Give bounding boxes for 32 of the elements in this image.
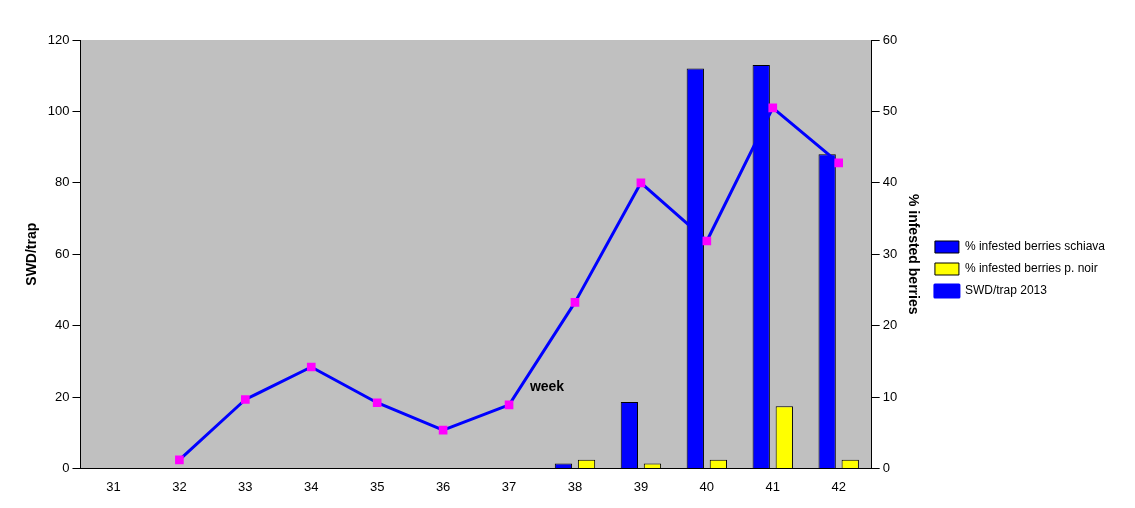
y2-tick-label: 60 [882, 31, 898, 47]
x-tick-label: 39 [633, 478, 649, 494]
y-tick-label: 120 [47, 31, 70, 47]
y-tick-label: 60 [55, 245, 70, 261]
legend-label: % infested berries p. noir [964, 261, 1098, 276]
x-tick-label: 35 [369, 478, 385, 494]
y2-axis-title: % infested berries [905, 193, 922, 315]
x-tick-label: 41 [765, 478, 781, 494]
y-tick-label: 40 [55, 317, 70, 333]
x-tick-label: 40 [699, 478, 715, 494]
y-tick-label: 0 [62, 459, 70, 475]
y2-tick-label: 30 [882, 245, 898, 261]
x-tick-label: 42 [831, 478, 846, 494]
y2-tick-label: 50 [882, 102, 898, 118]
y-tick-label: 80 [55, 174, 70, 190]
y2-tick-label: 0 [882, 459, 890, 475]
y-axis-title: SWD/trap [23, 222, 40, 286]
y2-tick-label: 10 [882, 388, 898, 404]
x-axis-title: week [528, 378, 565, 395]
x-tick-label: 37 [501, 478, 517, 494]
y2-tick-label: 40 [882, 174, 898, 190]
legend-label: SWD/trap 2013 [964, 283, 1048, 298]
x-tick-label: 36 [435, 478, 451, 494]
x-tick-label: 33 [238, 478, 253, 494]
x-tick-label: 32 [172, 478, 187, 494]
x-tick-label: 34 [304, 478, 319, 494]
y-tick-label: 20 [55, 388, 70, 404]
y-tick-label: 100 [47, 102, 70, 118]
legend-label: % infested berries schiava [964, 239, 1106, 254]
x-tick-label: 31 [106, 478, 121, 494]
x-tick-label: 38 [567, 478, 583, 494]
y2-tick-label: 20 [882, 317, 898, 333]
